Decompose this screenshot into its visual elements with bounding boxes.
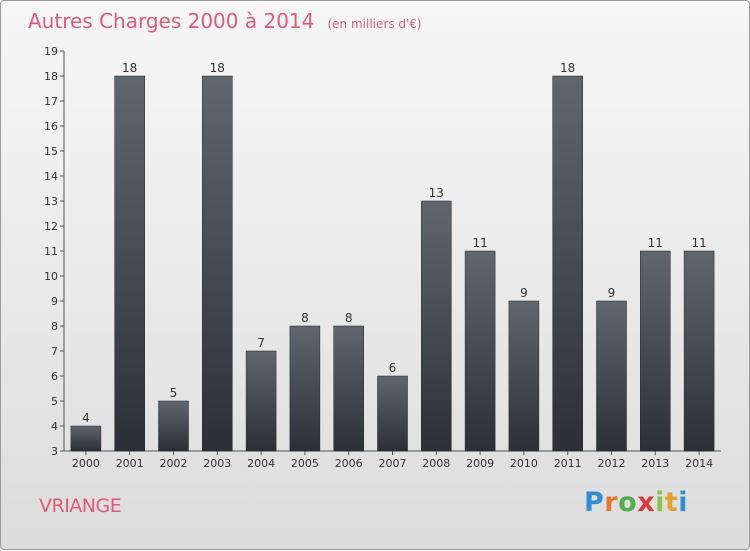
proxiti-logo: Proxiti	[584, 487, 688, 518]
bar-2005	[289, 325, 321, 452]
y-tick-label: 13	[44, 195, 58, 208]
y-tick-label: 16	[44, 120, 58, 133]
x-tick-label: 2006	[335, 457, 363, 470]
x-tick-label: 2007	[379, 457, 407, 470]
data-label: 18	[210, 61, 225, 75]
data-label: 18	[122, 61, 137, 75]
logo-letter: t	[664, 487, 679, 518]
chart-bars	[70, 75, 715, 452]
data-label: 6	[389, 361, 397, 375]
x-tick-label: 2009	[466, 457, 494, 470]
chart-labels: 2000 4 2001 18 2002 5 2003 18 2004 7 2005 8 2006 8 200…	[72, 61, 713, 470]
data-label: 8	[301, 311, 309, 325]
x-tick-label: 2010	[510, 457, 538, 470]
bar-2006	[333, 325, 364, 452]
logo-letter: x	[637, 487, 656, 518]
bar-2007	[377, 375, 408, 452]
y-tick-label: 4	[51, 420, 58, 433]
bar-2010	[508, 300, 540, 452]
bar-2011	[552, 75, 583, 452]
y-tick-label: 5	[51, 395, 58, 408]
logo-letter: P	[584, 487, 605, 518]
x-tick-label: 2011	[554, 457, 582, 470]
logo-letter: o	[618, 487, 638, 518]
bar-2009	[464, 250, 496, 452]
x-tick-label: 2013	[641, 457, 669, 470]
bar-2000	[70, 425, 102, 452]
x-tick-label: 2005	[291, 457, 319, 470]
data-label: 7	[257, 336, 265, 350]
title-row: Autres Charges 2000 à 2014 (en milliers …	[28, 9, 422, 33]
x-tick-label: 2003	[203, 457, 231, 470]
data-label: 11	[691, 236, 706, 250]
logo-letter: r	[604, 487, 619, 518]
x-tick-label: 2004	[247, 457, 275, 470]
data-label: 9	[520, 286, 528, 300]
y-tick-label: 8	[51, 320, 58, 333]
x-tick-label: 2000	[72, 457, 100, 470]
x-tick-label: 2008	[422, 457, 450, 470]
y-tick-label: 18	[44, 70, 58, 83]
y-tick-label: 6	[51, 370, 58, 383]
bar-2014	[683, 250, 715, 452]
data-label: 5	[170, 386, 178, 400]
data-label: 8	[345, 311, 353, 325]
data-label: 11	[648, 236, 663, 250]
bar-2004	[245, 350, 277, 452]
x-tick-label: 2002	[160, 457, 188, 470]
y-tick-label: 12	[44, 220, 58, 233]
data-label: 13	[429, 186, 444, 200]
bar-2001	[114, 75, 145, 452]
bar-2012	[596, 300, 627, 452]
y-tick-label: 7	[51, 345, 58, 358]
y-tick-label: 3	[51, 445, 58, 458]
data-label: 18	[560, 61, 575, 75]
chart-subtitle: (en milliers d'€)	[327, 17, 422, 31]
chart-title: Autres Charges 2000 à 2014	[28, 9, 315, 33]
data-label: 9	[608, 286, 616, 300]
y-tick-label: 14	[44, 170, 58, 183]
y-tick-label: 9	[51, 295, 58, 308]
logo-letter: i	[655, 487, 665, 518]
bar-2002	[158, 400, 189, 452]
x-tick-label: 2001	[116, 457, 144, 470]
y-tick-label: 15	[44, 145, 58, 158]
bar-2013	[640, 250, 671, 452]
place-name: VRIANGE	[39, 495, 122, 517]
data-label: 4	[82, 411, 90, 425]
x-tick-label: 2012	[598, 457, 626, 470]
y-tick-label: 19	[44, 45, 58, 58]
bar-2008	[421, 200, 452, 452]
data-label: 11	[472, 236, 487, 250]
x-tick-label: 2014	[685, 457, 713, 470]
logo-letter: i	[678, 487, 689, 518]
y-tick-label: 10	[44, 270, 58, 283]
bar-2003	[202, 75, 233, 452]
y-tick-label: 17	[44, 95, 58, 108]
y-tick-label: 11	[44, 245, 58, 258]
